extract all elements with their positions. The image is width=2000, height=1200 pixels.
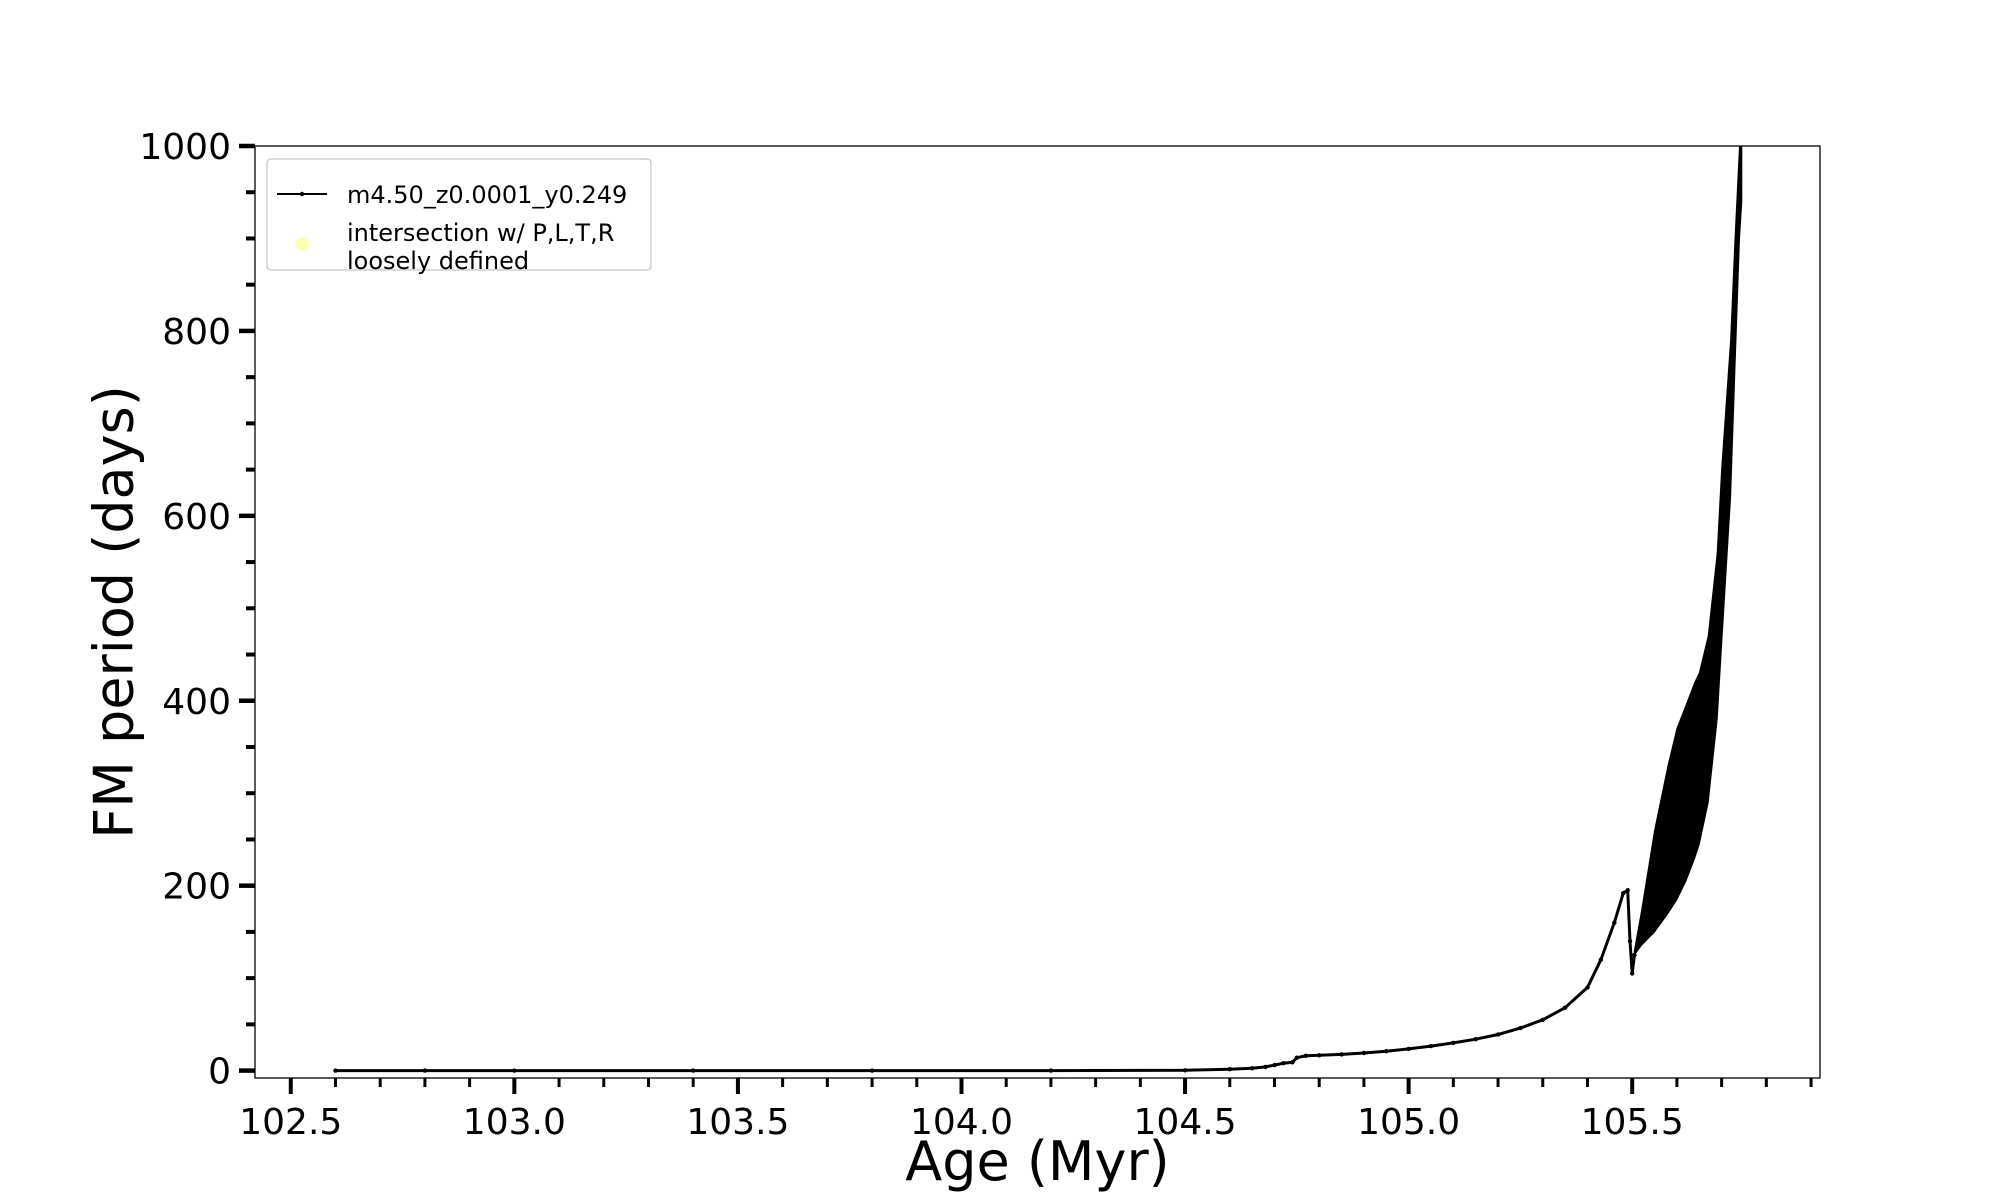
data-point: [1428, 1043, 1434, 1049]
data-point: [1585, 985, 1590, 990]
data-point: [1303, 1053, 1309, 1059]
x-axis-label: Age (Myr): [905, 1130, 1170, 1193]
data-point: [1290, 1060, 1295, 1065]
y-axis-label: FM period (days): [83, 385, 146, 839]
data-point: [1384, 1049, 1389, 1054]
x-tick-label: 103.0: [463, 1102, 566, 1143]
legend-label-line: loosely defined: [347, 247, 529, 275]
data-point: [1612, 920, 1617, 925]
data-point: [1281, 1061, 1286, 1066]
x-tick-label: 103.5: [686, 1102, 789, 1143]
data-point: [422, 1068, 428, 1073]
data-point: [512, 1068, 517, 1073]
data-point: [1598, 957, 1604, 962]
x-tick-label: 102.5: [239, 1102, 342, 1143]
data-point: [1632, 952, 1637, 958]
legend-circle-icon: [295, 237, 309, 251]
series-line: [335, 887, 1636, 1073]
data-point: [1227, 1067, 1233, 1072]
data-point: [1621, 890, 1626, 896]
y-tick-label: 200: [162, 867, 231, 908]
data-point: [1625, 888, 1630, 893]
data-point: [1361, 1050, 1367, 1056]
x-tick-label: 105.0: [1357, 1102, 1460, 1143]
legend-label: intersection w/ P,L,T,R loosely defined: [347, 219, 614, 275]
data-point: [1473, 1037, 1478, 1042]
data-point: [1540, 1017, 1546, 1022]
y-tick-label: 1000: [139, 127, 231, 168]
y-tick-label: 800: [162, 312, 231, 353]
oscillation-band: [1633, 145, 1743, 957]
data-point: [1630, 971, 1635, 976]
plot-frame: [254, 145, 1821, 1079]
y-tick-label: 600: [162, 497, 231, 538]
data-point: [1339, 1052, 1344, 1057]
y-tick-label: 0: [208, 1052, 231, 1093]
data-point: [333, 1068, 338, 1073]
data-point: [1495, 1032, 1501, 1037]
x-tick-label: 105.5: [1581, 1102, 1684, 1143]
data-point: [1451, 1040, 1456, 1046]
data-point: [1518, 1025, 1523, 1031]
x-tick-label: 104.0: [910, 1102, 1013, 1143]
plot-area: [333, 145, 1743, 1073]
data-point: [1317, 1053, 1322, 1058]
data-point: [1294, 1055, 1300, 1060]
data-point: [1182, 1068, 1188, 1073]
y-tick-label: 400: [162, 682, 231, 723]
data-point: [1627, 939, 1633, 944]
legend-label-line: intersection w/ P,L,T,R: [347, 219, 614, 247]
data-point: [1263, 1064, 1268, 1070]
data-point: [869, 1068, 875, 1073]
data-point: [691, 1068, 696, 1073]
legend-label: m4.50_z0.0001_y0.249: [347, 181, 627, 209]
data-point: [1249, 1066, 1255, 1071]
data-point: [1272, 1062, 1277, 1068]
legend-dot-icon: [299, 191, 305, 197]
y-axis: 0 200 400 600 800 1000: [139, 127, 255, 1093]
x-axis: 102.5 103.0 103.5 104.0 104.5 105.0 105.5: [239, 1078, 1813, 1143]
data-point: [1048, 1068, 1054, 1073]
data-point: [1406, 1046, 1411, 1052]
legend-box: [266, 158, 652, 271]
legend: m4.50_z0.0001_y0.249 intersection w/ P,L,…: [266, 158, 652, 275]
data-point: [1562, 1005, 1568, 1010]
x-tick-label: 104.5: [1134, 1102, 1237, 1143]
